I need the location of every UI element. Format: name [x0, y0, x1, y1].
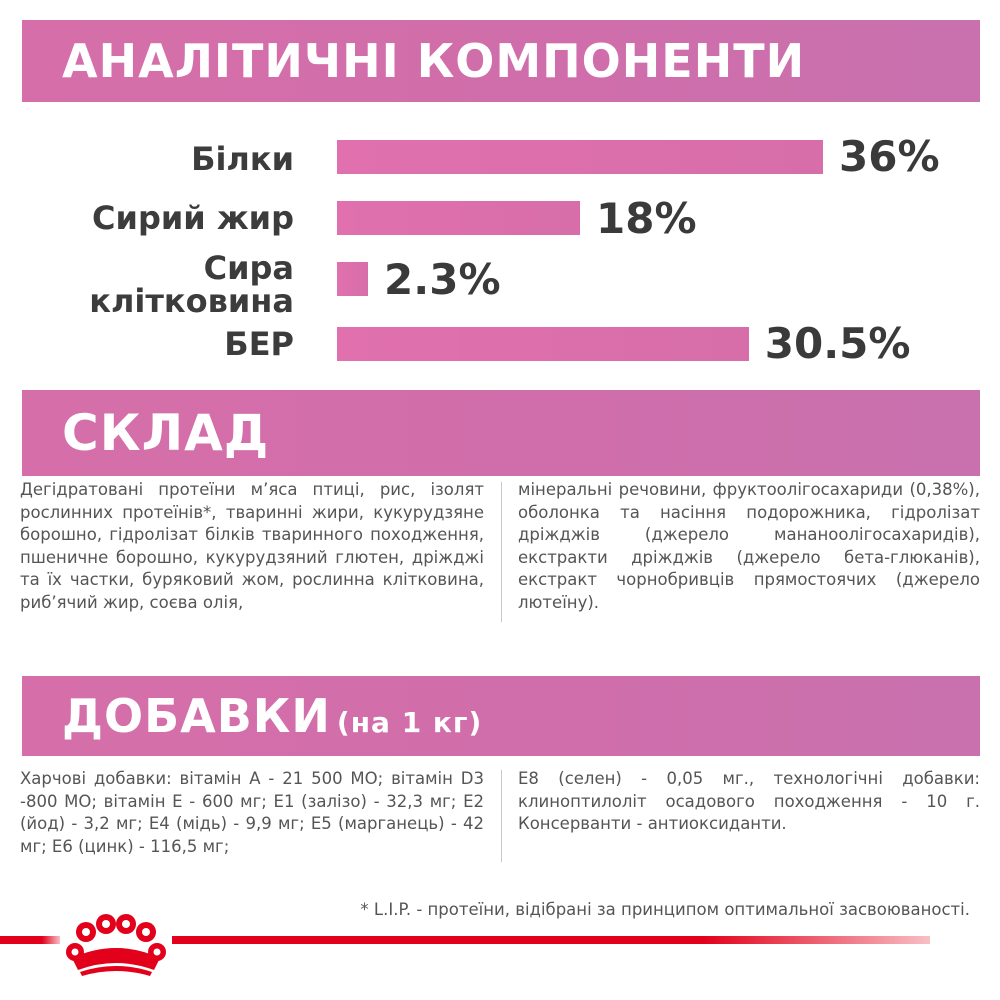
- protein-bar: [337, 140, 823, 174]
- additives-text-left: Харчові добавки: вітамін А - 21 500 МО; …: [20, 769, 484, 856]
- nfe-bar: [337, 327, 749, 361]
- composition-banner: СКЛАД: [22, 390, 980, 476]
- brand-line-right: [172, 936, 930, 944]
- protein-value: 36%: [839, 132, 940, 181]
- fiber-label-line1: Сира: [203, 249, 294, 287]
- additives-subtitle: (на 1 кг): [336, 706, 483, 739]
- fat-label: Сирий жир: [92, 199, 294, 237]
- composition-divider: [501, 482, 502, 622]
- nfe-value: 30.5%: [764, 319, 911, 368]
- fiber-bar: [337, 262, 369, 296]
- additives-divider: [501, 770, 502, 862]
- fiber-value: 2.3%: [384, 255, 501, 304]
- footnote: * L.I.P. - протеїни, відібрані за принци…: [360, 900, 970, 919]
- royal-canin-crown-icon: [66, 914, 166, 976]
- composition-text-left: Дегідратовані протеїни м’яса птиці, рис,…: [20, 480, 484, 612]
- composition-text-right: мінеральні речовини, фруктоолігосахариди…: [518, 480, 980, 612]
- analytic-components-banner: АНАЛІТИЧНІ КОМПОНЕНТИ: [22, 20, 980, 102]
- composition-title: СКЛАД: [62, 404, 270, 462]
- additives-text-right: Е8 (селен) - 0,05 мг., технологічні доба…: [518, 769, 980, 833]
- fat-bar: [337, 201, 580, 235]
- analytic-components-chart: Білки 36% Сирий жир 18% Сира клітковина …: [0, 120, 1000, 380]
- brand-line-left: [0, 936, 60, 944]
- additives-title-wrap: ДОБАВКИ (на 1 кг): [62, 689, 482, 743]
- nfe-label: БЕР: [224, 325, 294, 363]
- protein-label: Білки: [191, 140, 294, 178]
- analytic-components-title: АНАЛІТИЧНІ КОМПОНЕНТИ: [62, 34, 806, 88]
- additives-title: ДОБАВКИ: [62, 689, 331, 743]
- fiber-label-line2: клітковина: [89, 282, 294, 320]
- fat-value: 18%: [596, 194, 697, 243]
- additives-banner: ДОБАВКИ (на 1 кг): [22, 676, 980, 756]
